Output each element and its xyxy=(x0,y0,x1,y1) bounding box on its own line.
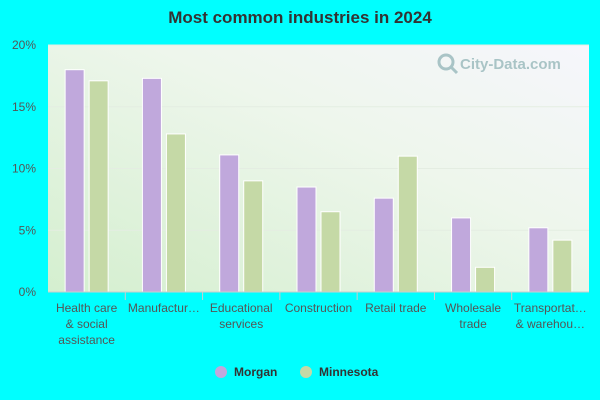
y-axis-ticks: 0% 5% 10% 15% 20% xyxy=(12,38,36,299)
bar-morgan-2 xyxy=(219,154,240,293)
bar-minnesota-1 xyxy=(165,133,186,293)
x-category-label: Health care xyxy=(56,301,118,315)
x-category-label: & warehou… xyxy=(516,317,585,331)
bar-morgan-0 xyxy=(64,69,85,293)
bar-minnesota-3 xyxy=(320,211,341,293)
x-category-label: assistance xyxy=(58,333,115,347)
x-axis-labels: Health care & social assistance Manufactur…… xyxy=(56,292,587,347)
x-category-label: trade xyxy=(459,317,487,331)
bar-morgan-4 xyxy=(373,197,394,293)
x-category-label: Manufactur… xyxy=(128,301,200,315)
y-tick-label: 5% xyxy=(19,223,37,237)
bar-morgan-6 xyxy=(528,227,549,293)
bar-minnesota-2 xyxy=(243,180,264,293)
y-tick-label: 15% xyxy=(12,100,36,114)
bar-minnesota-0 xyxy=(88,80,109,293)
bars xyxy=(64,69,573,293)
legend-swatch-morgan xyxy=(215,366,227,378)
x-category-label: Construction xyxy=(285,301,352,315)
legend-label-minnesota: Minnesota xyxy=(319,365,379,379)
watermark-magnifier-handle xyxy=(449,65,459,75)
bar-morgan-3 xyxy=(296,186,317,293)
y-tick-label: 0% xyxy=(19,285,37,299)
legend-label-morgan: Morgan xyxy=(234,365,277,379)
bar-morgan-1 xyxy=(141,77,162,293)
gridlines xyxy=(48,44,589,231)
x-category-label: & social xyxy=(66,317,108,331)
x-category-label: Transportat… xyxy=(514,301,587,315)
chart-title: Most common industries in 2024 xyxy=(168,8,432,27)
bar-minnesota-4 xyxy=(397,155,418,293)
x-category-label: services xyxy=(219,317,263,331)
x-category-label: Educational xyxy=(210,301,273,315)
watermark: City-Data.com xyxy=(437,53,561,75)
y-tick-label: 10% xyxy=(12,162,36,176)
legend: Morgan Minnesota xyxy=(215,365,379,379)
x-category-label: Retail trade xyxy=(365,301,427,315)
watermark-magnifier-icon xyxy=(437,53,455,71)
watermark-text: City-Data.com xyxy=(460,56,561,73)
y-tick-label: 20% xyxy=(12,38,36,52)
bar-minnesota-5 xyxy=(475,266,496,293)
x-category-label: Wholesale xyxy=(445,301,501,315)
bar-minnesota-6 xyxy=(552,239,573,293)
legend-swatch-minnesota xyxy=(300,366,312,378)
bar-morgan-5 xyxy=(451,217,472,293)
